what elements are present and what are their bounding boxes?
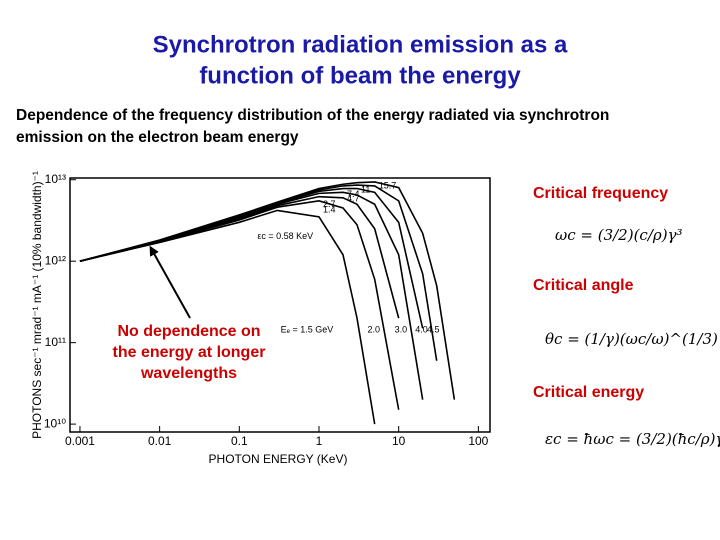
formula-heading: Critical angle [533, 277, 634, 294]
annotation-line: wavelengths [140, 365, 237, 382]
spectrum-curve [79, 181, 456, 400]
x-axis-label: PHOTON ENERGY (KeV) [209, 452, 348, 466]
y-tick-label: 10¹¹ [45, 335, 66, 349]
critical-energy-label: 2.7 [323, 199, 336, 209]
x-tick-label: 100 [468, 434, 488, 448]
annotation-arrow [149, 245, 191, 319]
spectrum-curve [79, 200, 400, 410]
critical-energy-label: 4.7 [347, 194, 360, 204]
x-tick-label: 0.01 [148, 434, 172, 448]
annotation-line: the energy at longer [113, 344, 266, 361]
critical-energy-label: 15.7 [379, 180, 397, 190]
x-tick-label: 10 [392, 434, 406, 448]
subtitle-line: emission on the electron beam energy [16, 129, 299, 146]
annotation-line: No dependence on [117, 323, 260, 340]
beam-energy-label: Eₑ = 1.5 GeV [281, 324, 334, 334]
formula: ωc = (3/2)(c/ρ)γ³ [555, 226, 683, 244]
plot-area [79, 181, 456, 425]
x-tick-label: 0.001 [65, 434, 95, 448]
plot-frame [69, 177, 491, 433]
formula-heading: Critical energy [533, 384, 644, 401]
beam-energy-label: 4.0 [415, 324, 428, 334]
spectrum-curve [79, 209, 376, 425]
subtitle-line: Dependence of the frequency distribution… [16, 107, 609, 124]
critical-energy-label: 7.4 [347, 189, 360, 199]
formula: θc = (1/γ)(ωc/ω)^(1/3) [545, 330, 718, 348]
y-tick-label: 10¹³ [45, 172, 66, 186]
beam-energy-label: 3.0 [395, 324, 408, 334]
formula: εc = ħωc = (3/2)(ħc/ρ)γ³ [545, 430, 720, 448]
y-tick-label: 10¹² [45, 253, 66, 267]
title-line: function of beam the energy [199, 62, 521, 89]
x-tick-label: 1 [316, 434, 323, 448]
critical-energy-label: εc = 0.58 KeV [257, 231, 313, 241]
beam-energy-label: 4.5 [427, 324, 440, 334]
beam-energy-label: 2.0 [368, 324, 381, 334]
spectrum-curve [79, 187, 424, 329]
critical-energy-label: 11 [361, 184, 370, 194]
critical-energy-label: 1.4 [323, 204, 336, 214]
y-axis-label: PHOTONS sec⁻¹ mrad⁻¹ mA⁻¹ (10% bandwidth… [30, 171, 44, 439]
y-tick-label: 10¹⁰ [44, 416, 66, 430]
x-tick-label: 0.1 [231, 434, 248, 448]
title-line: Synchrotron radiation emission as a [153, 31, 568, 58]
formula-heading: Critical frequency [533, 185, 668, 202]
